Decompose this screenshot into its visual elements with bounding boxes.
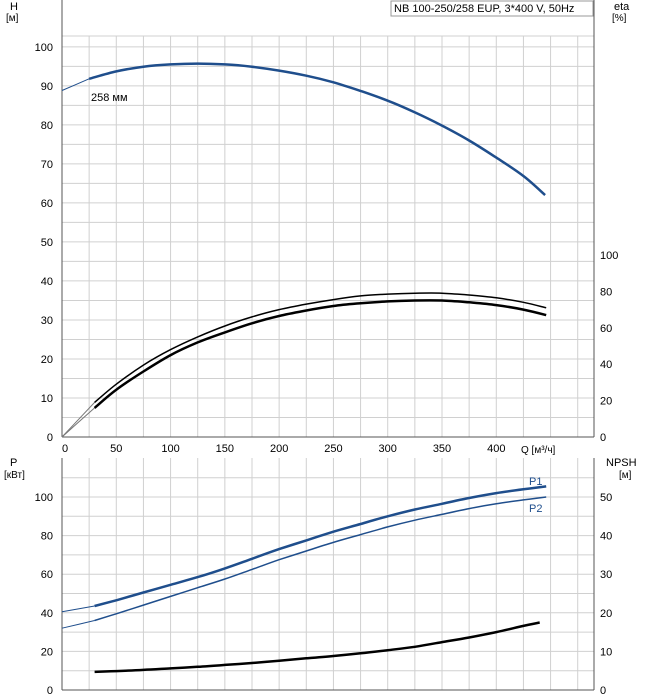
npsh-curve [94,621,540,674]
bottom-right-axis-label: NPSH [606,457,637,469]
top-left-tick-label: 10 [41,393,53,405]
top-left-tick-label: 60 [41,198,53,210]
eta-curve-upper [94,292,547,403]
top-panel-grid [61,0,595,438]
top-left-tick-label: 50 [41,237,53,249]
top-panel-series [61,62,547,438]
top-right-tick-label: 80 [600,286,612,298]
top-right-tick-label: 100 [600,250,618,262]
bottom-left-tick-label: 60 [41,569,53,581]
top-left-tick-label: 30 [41,315,53,327]
bottom-right-tick-label: 20 [600,608,612,620]
x-tick-label: 150 [216,443,234,455]
top-right-axis-label: eta [614,1,630,13]
bottom-left-axis-unit: [кВт] [4,470,25,481]
top-left-tick-label: 0 [47,432,53,444]
top-right-tick-label: 0 [600,432,606,444]
top-left-tick-label: 70 [41,159,53,171]
chart-title: NB 100-250/258 EUP, 3*400 V, 50Hz [394,3,574,15]
top-right-tick-label: 60 [600,323,612,335]
bottom-left-axis-label: P [10,457,17,469]
p1-curve [94,485,547,608]
eta-curve-lower [93,299,547,409]
p1-series-label: P1 [529,476,542,488]
bottom-panel-ticks: 0 20 40 60 80 100 0 10 20 30 40 50 [35,492,613,697]
bottom-panel-series [61,485,547,674]
p2-series-label: P2 [529,503,542,515]
x-tick-label: 400 [487,443,505,455]
bottom-panel-grid [61,458,595,691]
top-right-tick-label: 20 [600,396,612,408]
eta-leadin-b [61,407,95,438]
top-left-tick-label: 100 [35,42,53,54]
impeller-diameter-label: 258 мм [91,92,128,104]
top-left-axis-unit: [м] [6,13,19,24]
top-left-tick-label: 20 [41,354,53,366]
x-tick-label: 0 [62,443,68,455]
x-tick-label: 100 [161,443,179,455]
top-left-tick-label: 40 [41,276,53,288]
bottom-left-tick-label: 100 [35,492,53,504]
x-axis-label: Q [м³/ч] [521,445,556,456]
head-curve-thin [61,78,90,91]
title-box: NB 100-250/258 EUP, 3*400 V, 50Hz [390,0,594,17]
bottom-right-tick-label: 10 [600,646,612,658]
x-tick-label: 350 [433,443,451,455]
p1-curve-thin [61,605,95,613]
p2-curve-thin [61,620,95,629]
bottom-right-tick-label: 40 [600,531,612,543]
top-left-tick-label: 80 [41,120,53,132]
bottom-right-axis-unit: [м] [619,470,632,481]
bottom-right-tick-label: 50 [600,492,612,504]
series-labels: 258 мм P1 P2 [91,92,542,515]
bottom-left-tick-label: 40 [41,608,53,620]
x-tick-label: 200 [270,443,288,455]
x-tick-label: 250 [324,443,342,455]
bottom-right-tick-label: 30 [600,569,612,581]
p2-curve [94,496,547,622]
x-tick-label: 300 [379,443,397,455]
bottom-left-tick-label: 80 [41,531,53,543]
top-left-tick-label: 90 [41,81,53,93]
eta-leadin-a [61,402,95,438]
top-right-tick-label: 40 [600,359,612,371]
head-curve [88,62,546,197]
top-right-axis-unit: [%] [612,13,627,24]
top-panel-ticks: 0 50 100 150 200 250 300 350 4000102030405060708… [35,42,619,455]
bottom-right-tick-label: 0 [600,685,606,697]
x-tick-label: 50 [110,443,122,455]
bottom-left-tick-label: 20 [41,646,53,658]
bottom-left-tick-label: 0 [47,685,53,697]
top-left-axis-label: H [10,1,18,13]
